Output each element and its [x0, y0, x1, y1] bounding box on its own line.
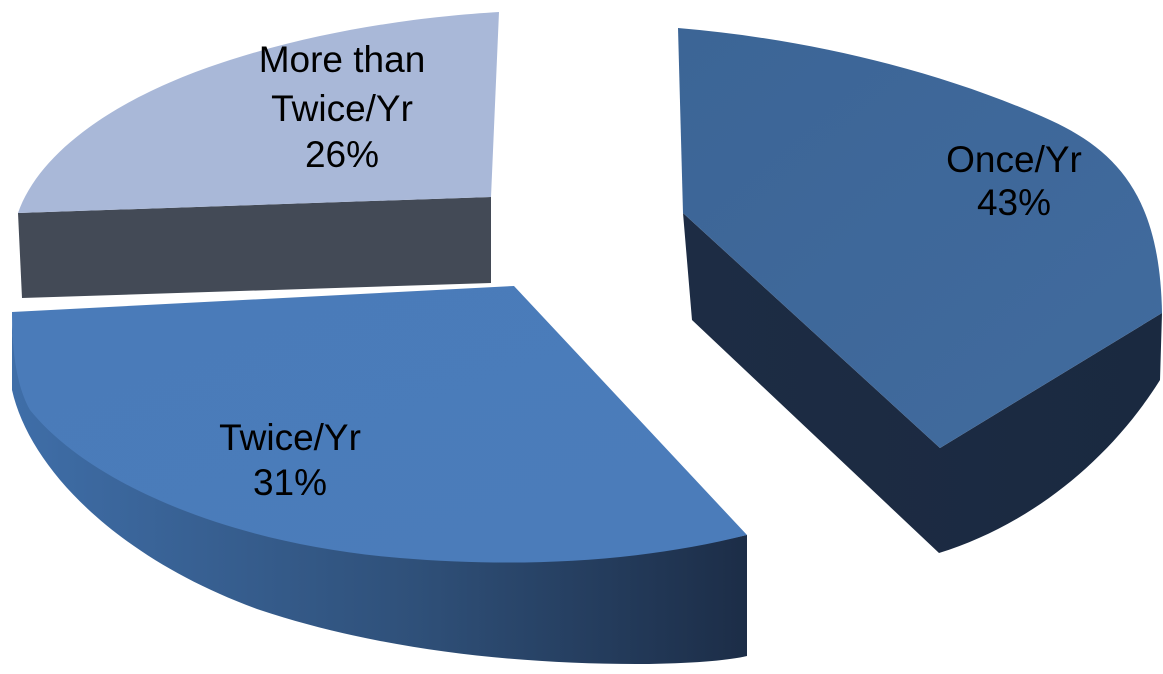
data-label-twice-name: Twice/Yr	[219, 417, 361, 458]
pie-slice-more-than-twice-side	[18, 197, 491, 298]
pie-slice-more-than-twice	[18, 12, 499, 298]
data-label-more-than-twice-value: 26%	[305, 134, 379, 175]
pie-slice-once-side	[683, 213, 1162, 553]
data-label-once-value: 43%	[977, 182, 1051, 223]
pie-slice-once	[678, 28, 1162, 553]
data-label-twice-value: 31%	[253, 462, 327, 503]
data-label-more-than-twice-name-line2: Twice/Yr	[271, 88, 413, 129]
pie-slice-twice	[12, 286, 747, 665]
pie-slice-twice-top	[12, 286, 747, 563]
data-label-more-than-twice-name-line1: More than	[259, 39, 426, 80]
pie-slice-more-than-twice-top	[18, 12, 499, 213]
pie-slice-twice-side-lower	[12, 312, 747, 665]
data-labels: More than Twice/Yr 26% Once/Yr 43% Twice…	[219, 39, 1082, 503]
pie-slice-once-top	[678, 28, 1162, 448]
data-label-once-name: Once/Yr	[946, 139, 1082, 180]
